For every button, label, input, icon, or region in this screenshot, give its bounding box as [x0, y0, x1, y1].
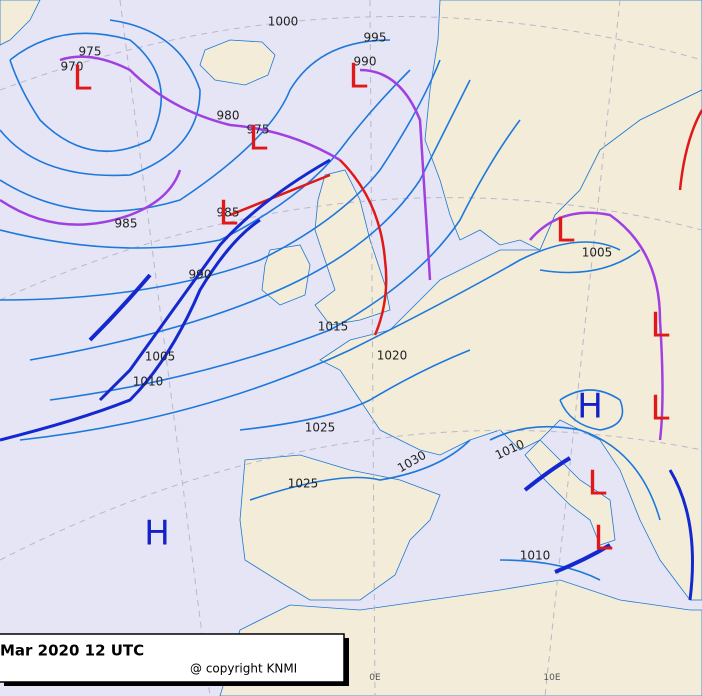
- low-center: L: [73, 59, 92, 99]
- low-center: L: [249, 119, 268, 159]
- isobars: [0, 19, 661, 581]
- isobar-label: 1000: [268, 15, 299, 29]
- longitude-label: 10E: [543, 673, 560, 683]
- map-title: Mar 2020 12 UTC: [0, 642, 144, 660]
- isobar-label: 1025: [288, 477, 319, 491]
- caption-box: [0, 633, 345, 683]
- isobar-label: 975: [247, 123, 270, 137]
- isobar-label: 975: [79, 45, 102, 59]
- isobar-labels: 1000 995 975 970 990 980 975 985 985 990…: [61, 15, 613, 563]
- fronts: [0, 55, 702, 601]
- high-center: H: [577, 387, 603, 427]
- low-center: L: [219, 194, 238, 234]
- isobar-label: 990: [354, 55, 377, 69]
- low-center: L: [588, 464, 607, 504]
- pressure-centers: L L L L L L L L L H H: [73, 57, 670, 559]
- isobar-label: 1015: [318, 320, 349, 334]
- iberia: [239, 454, 441, 601]
- isobar-label: 1010: [520, 549, 551, 563]
- isobar-label: 1005: [582, 246, 613, 260]
- isobar-label: 1010: [133, 375, 164, 389]
- ireland: [261, 244, 311, 306]
- isobar-label: 1020: [377, 349, 408, 363]
- great-britain: [314, 169, 391, 326]
- isobar-label: 985: [115, 217, 138, 231]
- isobar-label: 970: [61, 60, 84, 74]
- low-center: L: [651, 389, 670, 429]
- longitude-label: 0E: [369, 673, 381, 683]
- isobar-label: 990: [189, 268, 212, 282]
- high-center: H: [144, 514, 170, 554]
- low-center: L: [556, 211, 575, 251]
- italy: [524, 439, 616, 546]
- copyright: @ copyright KNMI: [190, 662, 297, 676]
- low-center: L: [349, 57, 368, 97]
- iceland: [199, 39, 276, 86]
- low-center: L: [594, 519, 613, 559]
- europe: [319, 89, 702, 601]
- isobar-label: 985: [217, 206, 240, 220]
- isobar-label: 995: [364, 31, 387, 45]
- isobar-label: 1025: [305, 421, 336, 435]
- isobar-label: 980: [217, 109, 240, 123]
- low-center: L: [651, 306, 670, 346]
- greenland: [0, 0, 41, 46]
- isobar-label: 1005: [145, 350, 176, 364]
